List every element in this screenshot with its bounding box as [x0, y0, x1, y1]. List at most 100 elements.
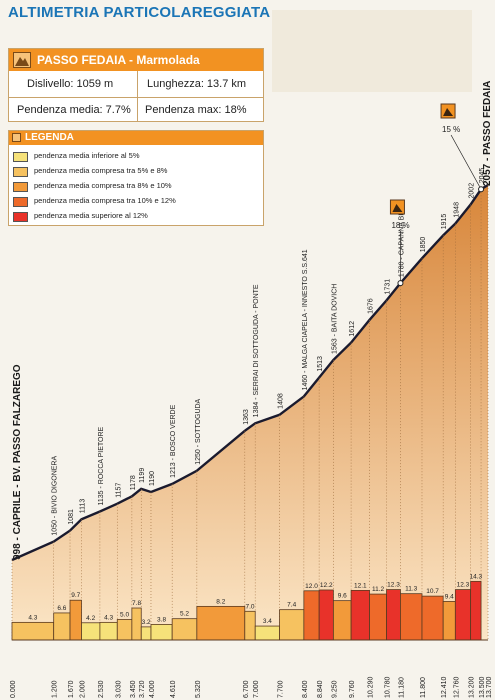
km-tick-label: 0.000	[10, 680, 17, 698]
grade-label: 12.0	[305, 583, 318, 590]
km-tick-label: 7.000	[253, 680, 260, 698]
km-tick-label: 13.700	[486, 676, 493, 698]
legend-title: LEGENDA	[25, 132, 74, 143]
profile-area	[12, 185, 488, 640]
end-label: 2057 - PASSO FEDAIA	[482, 81, 493, 186]
grade-label: 3.4	[263, 618, 272, 625]
grade-bar	[81, 622, 101, 641]
grade-bar	[470, 580, 482, 641]
km-tick-label: 4.000	[149, 680, 156, 698]
altitude-label: 1915	[441, 214, 448, 230]
grade-bar	[140, 626, 152, 641]
grade-bar	[116, 619, 133, 641]
grade-bar	[386, 589, 401, 641]
grade-bar	[196, 605, 246, 641]
altitude-label: 1612	[349, 321, 356, 337]
max-grade-label: 15 %	[442, 125, 460, 134]
grade-label: 9.6	[338, 593, 347, 600]
grade-label: 12.2	[320, 582, 333, 589]
km-tick-label: 3.450	[130, 680, 137, 698]
km-tick-label: 4.610	[170, 680, 177, 698]
legend-label: pendenza media superiore al 12%	[34, 211, 148, 220]
legend-swatch-4	[13, 212, 28, 222]
grade-label: 12.3	[457, 582, 470, 589]
grade-bar	[454, 589, 472, 641]
altitude-label: 1050 - BIVIO DIGONERA	[52, 456, 59, 536]
altitude-label: 2002	[469, 183, 476, 199]
info-header: PASSO FEDAIA - Marmolada	[9, 49, 263, 71]
altitude-label: 1250 - SOTTOGUDA	[195, 398, 202, 464]
km-tick-label: 7.700	[278, 680, 285, 698]
grade-label: 5.0	[120, 612, 129, 619]
mountain-icon	[13, 52, 31, 68]
altitude-label: 1199	[139, 468, 146, 483]
altitude-label: 1190	[149, 471, 156, 486]
grade-bar	[69, 599, 82, 641]
altitude-label: 1731	[385, 279, 392, 295]
altitude-label: 1513	[317, 356, 324, 372]
km-tick-label: 8.400	[302, 680, 309, 698]
grade-bar	[53, 612, 71, 641]
legend-label: pendenza media compresa tra 10% e 12%	[34, 196, 176, 205]
legend-swatch-2	[13, 182, 28, 192]
grade-label: 9.7	[71, 592, 80, 599]
km-tick-label: 11.800	[420, 677, 427, 698]
km-tick-label: 8.840	[317, 680, 324, 698]
grade-label: 4.3	[104, 614, 113, 621]
mountain-icon	[12, 133, 21, 142]
altitude-label: 1780 - CAPANNA BILL	[398, 206, 405, 277]
km-tick-label: 11.180	[398, 677, 405, 698]
km-tick-label: 9.250	[331, 680, 338, 698]
grade-label: 8.2	[216, 598, 225, 605]
grade-label: 12.3	[387, 582, 400, 589]
km-tick-label: 3.720	[139, 680, 146, 698]
altitude-label: 1384 - SERRAI DI SOTTOGUDA - PONTE	[253, 284, 260, 417]
km-tick-label: 1.200	[52, 680, 59, 698]
grade-label: 3.8	[157, 616, 166, 623]
altitude-label: 1363	[243, 409, 250, 425]
grade-label: 11.2	[372, 586, 385, 593]
km-tick-label: 10.290	[368, 676, 375, 698]
marker-point	[397, 280, 404, 287]
grade-bar	[254, 625, 280, 641]
pendenza-media-value: Pendenza media: 7.7%	[17, 104, 131, 116]
grade-bar	[350, 589, 370, 641]
info-title: PASSO FEDAIA - Marmolada	[37, 53, 200, 67]
altitude-label: 2045	[479, 168, 486, 184]
grade-bar	[400, 593, 423, 641]
dislivello-value: Dislivello: 1059 m	[27, 78, 114, 90]
altitude-label: 1948	[453, 202, 460, 218]
km-tick-label: 13.200	[469, 676, 476, 698]
altitude-label: 1408	[278, 393, 285, 409]
grade-bar	[171, 618, 198, 641]
legend-label: pendenza media compresa tra 8% e 10%	[34, 181, 172, 190]
grade-bar	[11, 621, 55, 641]
km-tick-label: 9.760	[349, 680, 356, 698]
grade-label: 7.4	[287, 602, 296, 609]
max-grade-label: 18 %	[391, 221, 409, 230]
legend-swatch-3	[13, 197, 28, 207]
altitude-label: 1178	[130, 475, 137, 490]
legend-swatch-1	[13, 167, 28, 177]
km-tick-label: 6.700	[243, 680, 250, 698]
grade-label: 14.3	[470, 573, 483, 580]
background-panel	[272, 10, 472, 92]
km-tick-label: 12.760	[453, 676, 460, 698]
grade-label: 4.3	[28, 614, 37, 621]
legend-label: pendenza media inferiore al 5%	[34, 151, 140, 160]
grade-label: 11.3	[405, 586, 418, 593]
legend: LEGENDA pendenza media inferiore al 5% p…	[8, 130, 264, 226]
page-title: ALTIMETRIA PARTICOLAREGGIATA	[8, 4, 271, 21]
grade-bar	[150, 624, 173, 641]
grade-bar	[99, 621, 118, 641]
marker-leader	[450, 134, 482, 190]
grade-label: 6.6	[57, 605, 66, 612]
altitude-label: 1460 - MALGA CIAPELA - INNESTO S.S.641	[302, 249, 309, 390]
km-tick-label: 10.780	[385, 676, 392, 698]
altitude-label: 1563 - BAITA DOVICH	[331, 284, 338, 354]
km-tick-label: 13.500	[479, 676, 486, 698]
grade-bar	[318, 589, 334, 641]
grade-bar	[131, 607, 142, 641]
